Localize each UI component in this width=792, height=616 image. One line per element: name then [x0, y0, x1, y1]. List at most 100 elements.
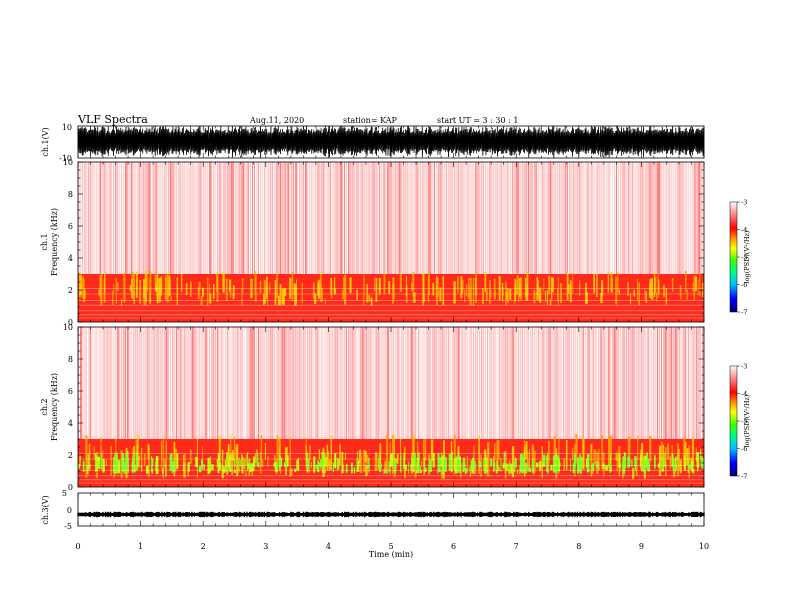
spectrogram-column-upper [553, 327, 556, 439]
spectrogram-column-upper [614, 327, 616, 439]
spectrogram-column-upper [359, 162, 362, 274]
spectrogram-green-patch [97, 456, 100, 469]
spectrogram-column-upper [645, 327, 647, 439]
ch1-spectrogram-ylabel-channel: ch.1 [40, 233, 49, 250]
spectrogram-burst [511, 446, 515, 478]
spectrogram-green-patch [500, 457, 502, 472]
spectrogram-column-upper [647, 327, 649, 439]
spectrogram-column-upper [537, 162, 539, 274]
spectrogram-column-upper [322, 327, 324, 439]
spectrogram-burst [649, 284, 651, 298]
spectrogram-column-upper [275, 327, 278, 439]
spectrogram-green-patch [556, 460, 559, 468]
spectrogram-burst [170, 296, 172, 301]
spectrogram-column-upper [355, 162, 358, 274]
spectrogram-column-upper [344, 162, 345, 274]
spectrogram-column-upper [169, 327, 172, 439]
spectrogram-burst [679, 285, 682, 297]
spectrogram-column-upper [173, 162, 176, 274]
spectrogram-green-patch [654, 455, 656, 469]
spectrogram-burst [264, 443, 266, 460]
x-tick-label: 3 [263, 542, 268, 551]
spectrogram-column-upper [406, 327, 409, 439]
spectrogram-column-upper [541, 327, 544, 439]
spectrogram-green-patch [390, 453, 394, 467]
spectrogram-green-patch [493, 462, 496, 471]
spectrogram-column-upper [525, 327, 528, 439]
spectrogram-column-upper [128, 162, 130, 274]
spectrogram-burst [644, 287, 646, 300]
spectrogram-burst [260, 435, 263, 466]
spectrogram-column-upper [185, 327, 187, 439]
spectrogram-burst [189, 449, 192, 464]
spectrogram-column-upper [269, 162, 271, 274]
spectrogram-burst [524, 277, 527, 298]
spectrogram-column-upper [259, 327, 262, 439]
spectrogram-burst [216, 271, 218, 292]
spectrogram-column-upper [565, 162, 567, 274]
spectrogram-column-upper [531, 327, 534, 439]
spectrogram-column-upper [181, 327, 183, 439]
spectrogram-column-upper [199, 327, 201, 439]
spectrogram-burst [229, 291, 232, 298]
spectrogram-column-upper [107, 327, 109, 439]
spectrogram-burst [294, 286, 297, 306]
spectrogram-column-upper [432, 327, 434, 439]
spectrogram-column-upper [375, 162, 377, 274]
spectrogram-burst [428, 454, 431, 475]
spectrogram-column-upper [596, 162, 598, 274]
spectrogram-column-upper [363, 327, 365, 439]
spectrogram-column-upper [218, 162, 221, 274]
ch3-ylabel: ch.3(V) [41, 495, 50, 524]
spectrogram-column-upper [459, 162, 462, 274]
spectrogram-column-upper [185, 162, 187, 274]
spectrogram-column-upper [85, 327, 87, 439]
spectrogram-column-upper [250, 162, 252, 274]
spectrogram-column-upper [261, 327, 264, 439]
spectrogram-column-upper [310, 162, 313, 274]
x-tick-label: 10 [699, 542, 709, 551]
spectrogram-column-upper [543, 162, 546, 274]
spectrogram-column-upper [700, 162, 702, 274]
spectrogram-burst [141, 448, 143, 473]
spectrogram-burst [368, 295, 371, 302]
spectrogram-column-upper [277, 162, 279, 274]
spectrogram-green-patch [547, 453, 549, 474]
spectrogram-column-upper [516, 327, 518, 439]
spectrogram-green-patch [437, 453, 440, 471]
spectrogram-column-upper [666, 162, 669, 274]
chart-title: VLF Spectra [77, 113, 148, 126]
spectrogram-column-upper [152, 162, 154, 274]
spectrogram-column-upper [279, 162, 282, 274]
spectrogram-burst [569, 280, 572, 303]
spectrogram-column-upper [567, 327, 569, 439]
spectrogram-column-upper [271, 327, 274, 439]
spectrogram-burst [545, 291, 547, 302]
spectrogram-burst [432, 283, 435, 296]
ch2-spectrogram-ytick-label: 6 [68, 387, 73, 396]
spectrogram-column-upper [302, 162, 304, 274]
spectrogram-burst [263, 279, 267, 300]
spectrogram-column-upper [236, 327, 239, 439]
spectrogram-burst [633, 289, 635, 297]
spectrogram-burst [404, 470, 406, 478]
spectrogram-column-upper [602, 162, 605, 274]
spectrogram-column-upper [668, 162, 670, 274]
spectrogram-column-upper [99, 162, 102, 274]
spectrogram-burst [525, 293, 527, 301]
spectrogram-column-upper [121, 162, 123, 274]
spectrogram-burst [586, 292, 588, 304]
spectrogram-green-patch [162, 468, 164, 475]
spectrogram-column-upper [193, 162, 195, 274]
spectrogram-column-upper [434, 162, 435, 274]
spectrogram-column-upper [263, 162, 266, 274]
spectrogram-green-patch [378, 463, 381, 470]
spectrogram-burst [276, 435, 278, 467]
spectrogram-column-upper [692, 162, 694, 274]
spectrogram-burst [548, 460, 550, 473]
spectrogram-column-upper [195, 162, 197, 274]
spectrogram-column-upper [621, 162, 624, 274]
ch1-ytick-bottom: -10 [59, 154, 72, 163]
spectrogram-column-upper [475, 327, 477, 439]
spectrogram-column-upper [89, 162, 92, 274]
